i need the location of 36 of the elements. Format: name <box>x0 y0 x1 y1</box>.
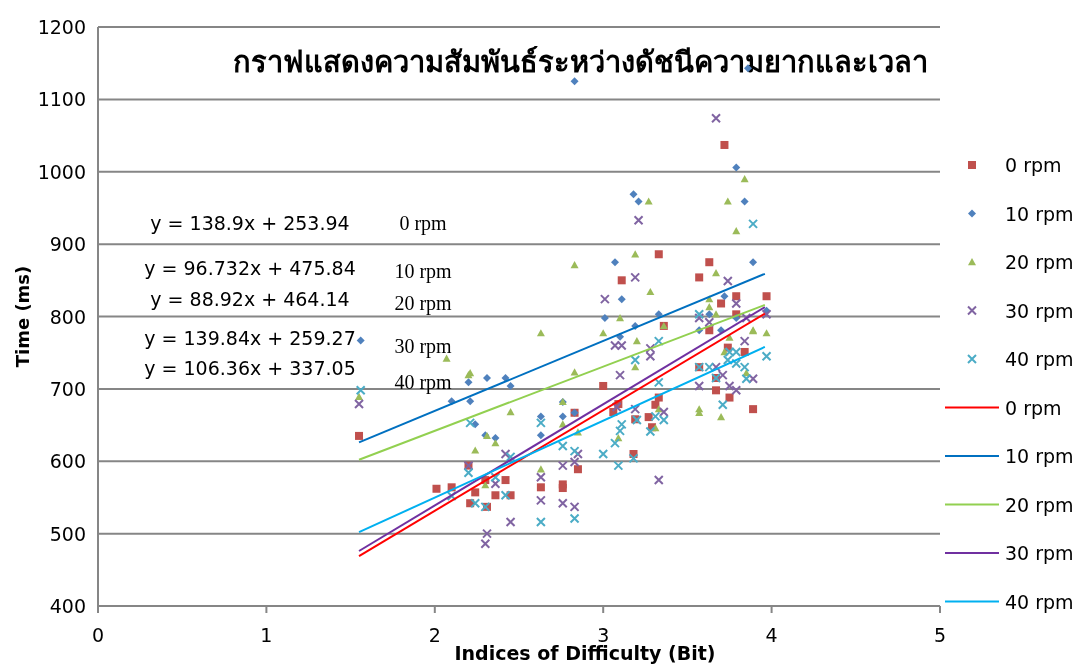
text: กราฟแสดงความสัมพันธ์ระหว่างดัชนีความยากและเวลา <box>232 45 928 79</box>
annotation: 0 rpm <box>399 212 448 235</box>
x-tick-label: 4 <box>765 624 778 646</box>
y-axis-title: Time (ms) <box>12 265 33 368</box>
y-tick-label: 900 <box>49 233 86 256</box>
annotation: y = 139.84x + 259.27 <box>144 327 356 349</box>
y-tick-label: 700 <box>49 377 86 400</box>
annotation: 10 rpm <box>394 260 453 283</box>
annotation: y = 88.92x + 464.14 <box>150 288 350 310</box>
y-tick-label: 800 <box>49 305 86 328</box>
annotation: y = 138.9x + 253.94 <box>150 212 350 234</box>
legend-label: 40 rpm <box>1005 348 1074 370</box>
legend-label: 30 rpm <box>1005 542 1074 564</box>
y-tick-label: 1100 <box>37 88 86 111</box>
legend-label: 20 rpm <box>1005 493 1074 516</box>
annotation: y = 96.732x + 475.84 <box>144 257 356 279</box>
legend-label: 40 rpm <box>1005 590 1074 613</box>
x-tick-label: 2 <box>428 624 441 646</box>
y-tick-label: 600 <box>49 450 86 473</box>
y-tick-label: 500 <box>49 522 86 545</box>
y-tick-label: 1000 <box>37 160 86 183</box>
x-tick-label: 1 <box>260 624 273 646</box>
legend-label: 30 rpm <box>1005 299 1074 322</box>
legend-label: 10 rpm <box>1005 202 1074 225</box>
y-tick-label: 1200 <box>37 16 86 38</box>
legend-label: 10 rpm <box>1005 445 1074 467</box>
x-tick-label: 0 <box>91 624 105 646</box>
annotation: 40 rpm <box>394 371 453 394</box>
annotation: y = 106.36x + 337.05 <box>144 357 356 379</box>
legend-label: 0 rpm <box>1005 396 1062 419</box>
annotation: 20 rpm <box>394 292 453 315</box>
legend-label: 0 rpm <box>1005 154 1062 176</box>
x-tick-label: 5 <box>933 624 947 646</box>
y-tick-label: 400 <box>49 595 86 617</box>
annotation: 30 rpm <box>394 335 453 358</box>
legend-label: 20 rpm <box>1005 251 1074 273</box>
